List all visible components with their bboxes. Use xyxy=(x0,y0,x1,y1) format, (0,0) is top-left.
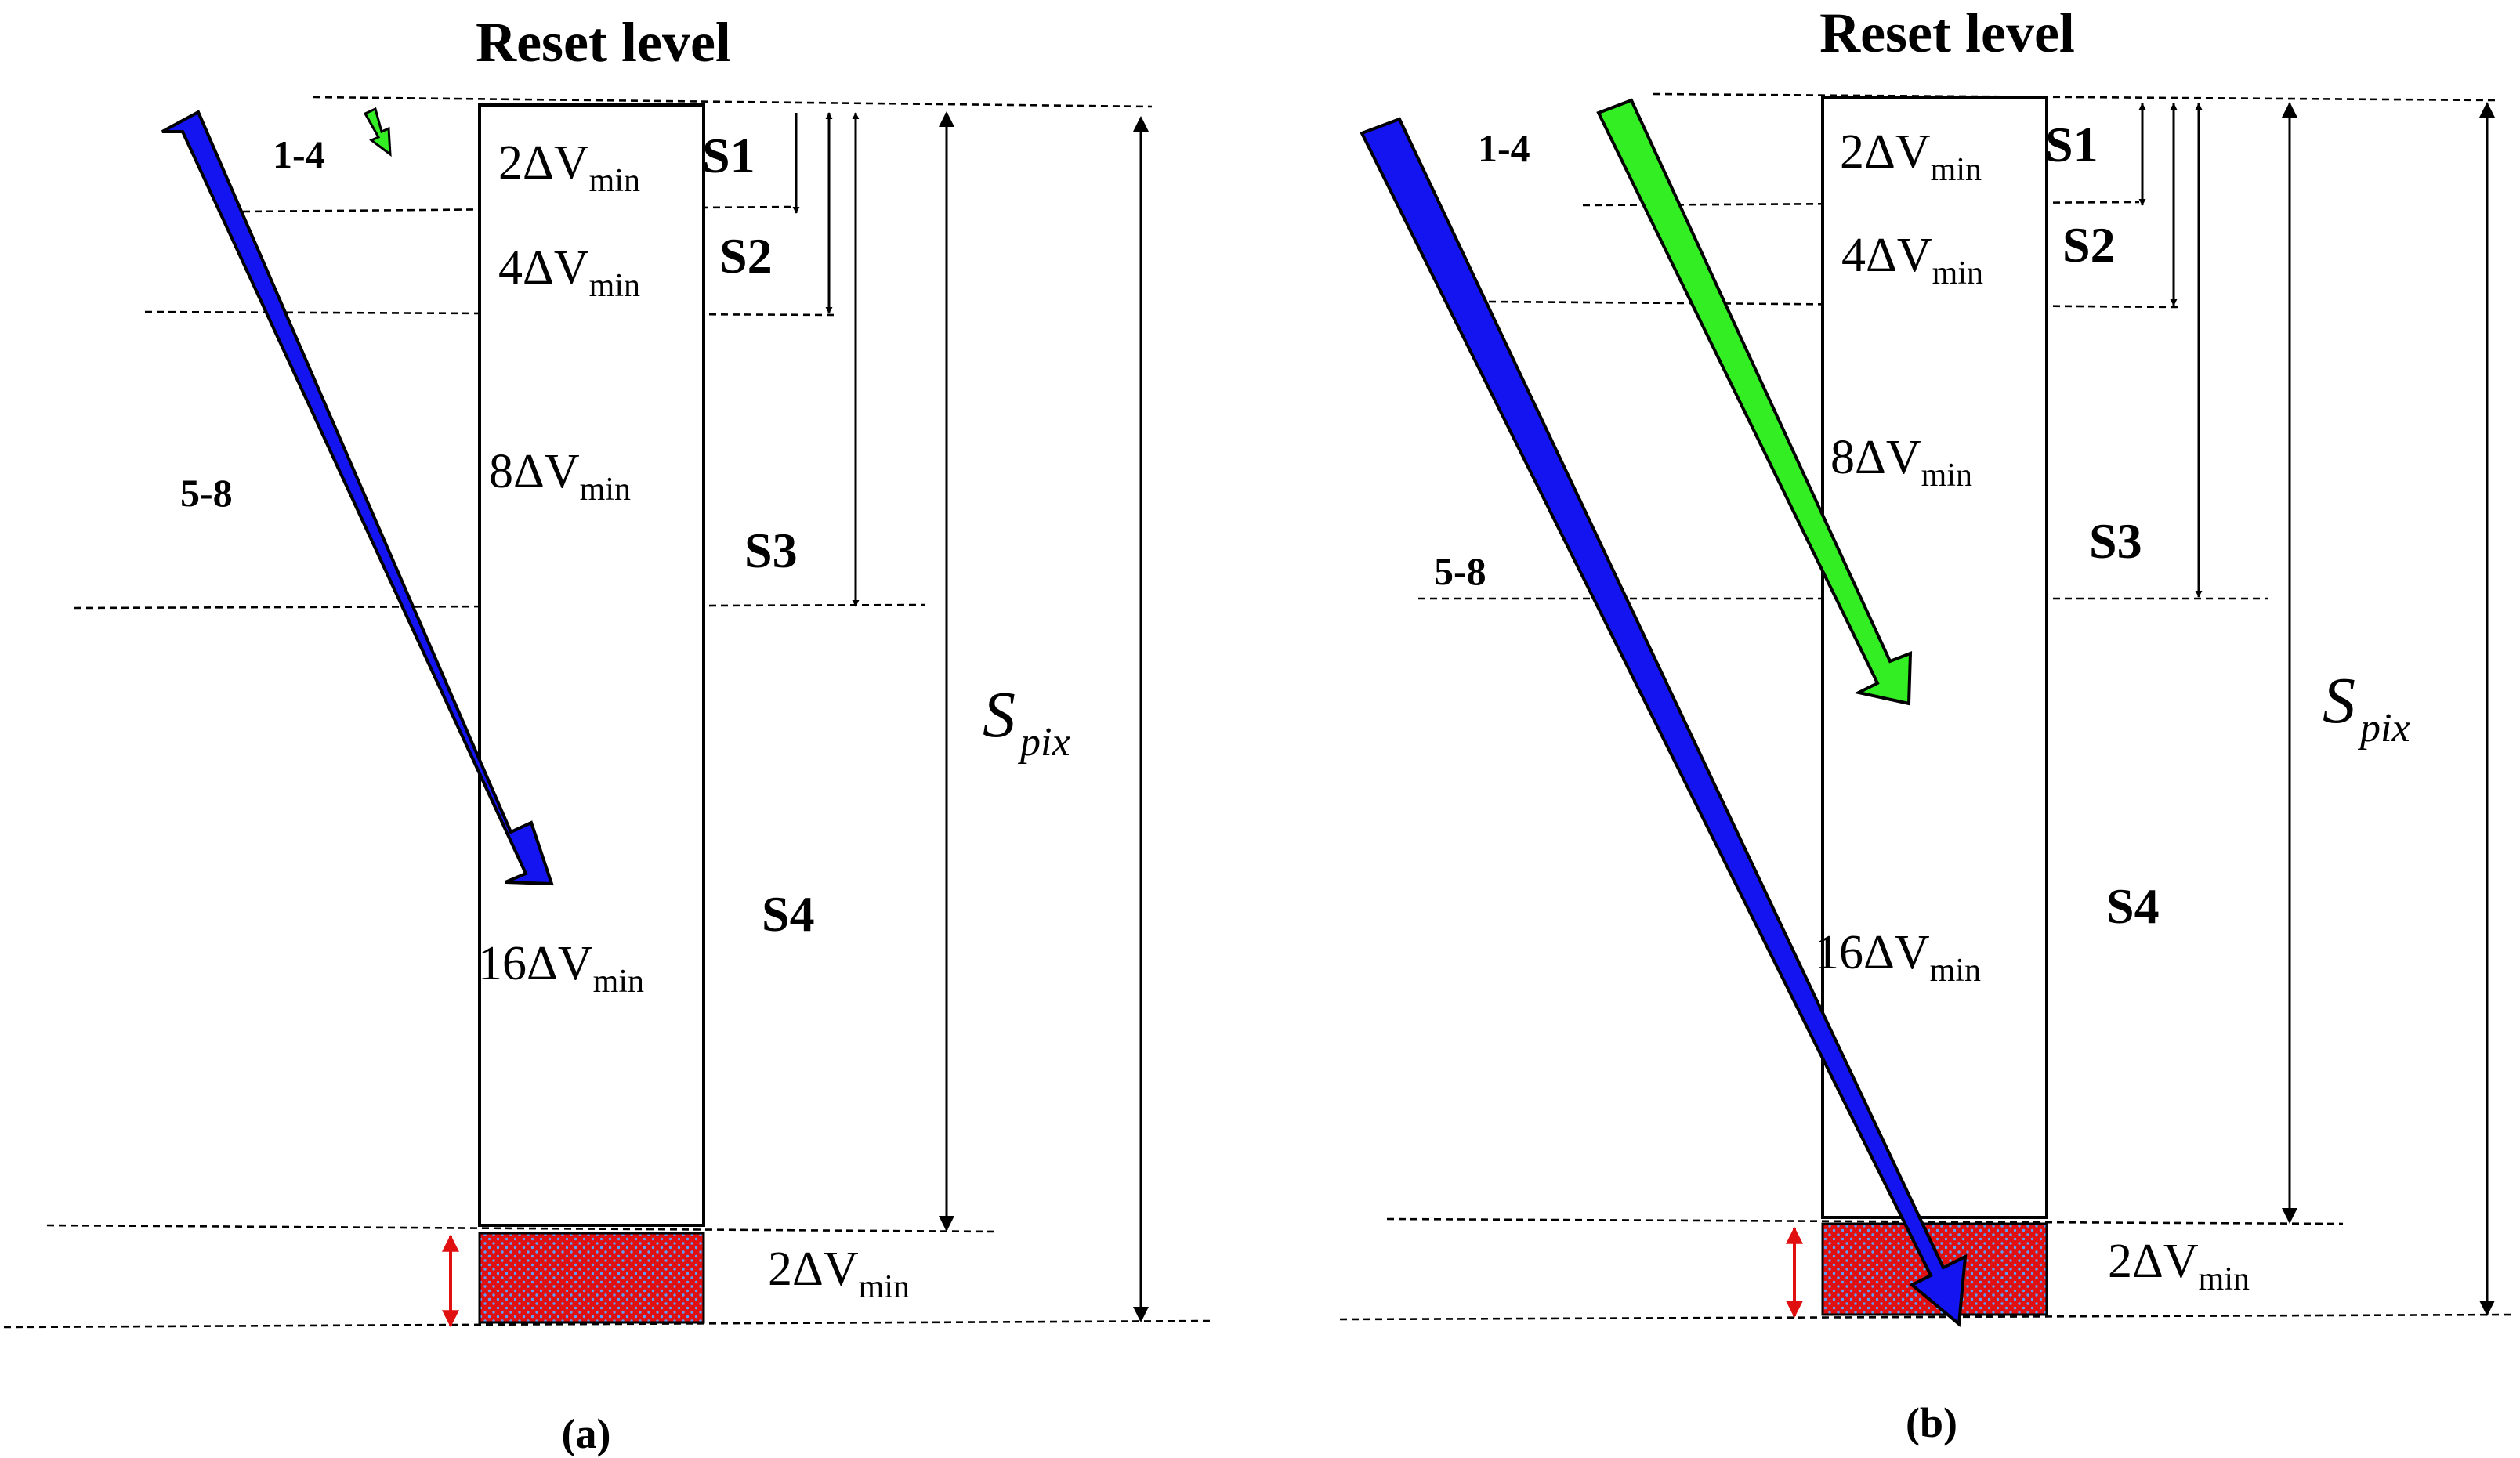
cell-label-2dv: 2ΔVmin xyxy=(498,136,640,199)
svg-text:2ΔVmin: 2ΔVmin xyxy=(768,1243,910,1305)
cell-label-16dv: 16ΔVmin xyxy=(1815,926,1981,989)
svg-text:2ΔVmin: 2ΔVmin xyxy=(2108,1235,2250,1297)
segment-label-s1: S1 xyxy=(702,128,755,183)
segment-label-s4: S4 xyxy=(2106,878,2160,934)
cell-label-16dv: 16ΔVmin xyxy=(478,937,644,1000)
arrow-group-1-4 xyxy=(1596,98,1913,706)
panel-b: Reset level 2ΔVmin 4ΔVmin 8ΔVmin 16ΔVmin… xyxy=(1339,2,2516,1446)
arrow-group-5-8 xyxy=(161,110,554,886)
level-line-s4 xyxy=(46,1224,1000,1233)
cell-label-4dv: 4ΔVmin xyxy=(498,241,640,304)
reset-level-label: Reset level xyxy=(476,11,731,74)
svg-text:4ΔVmin: 4ΔVmin xyxy=(498,241,640,304)
panel-caption-b: (b) xyxy=(1906,1399,1957,1446)
level-line-floor xyxy=(3,1319,1211,1329)
arrow-group-5-8 xyxy=(1360,117,1968,1327)
group-label-1-4: 1-4 xyxy=(273,132,325,176)
group-label-5-8: 5-8 xyxy=(1434,549,1486,593)
pixel-well-box xyxy=(1821,96,2048,1219)
cell-label-2dv: 2ΔVmin xyxy=(1840,125,1982,188)
residual-region xyxy=(478,1232,705,1324)
segment-label-s4: S4 xyxy=(762,886,815,942)
panel-caption-a: (a) xyxy=(562,1410,611,1457)
svg-text:8ΔVmin: 8ΔVmin xyxy=(489,445,631,508)
svg-text:2ΔVmin: 2ΔVmin xyxy=(1840,125,1982,188)
cell-label-4dv: 4ΔVmin xyxy=(1841,229,1983,291)
cell-label-8dv: 8ΔVmin xyxy=(1830,431,1972,494)
svg-text:2ΔVmin: 2ΔVmin xyxy=(498,136,640,199)
residual-label: 2ΔVmin xyxy=(768,1243,910,1305)
segment-label-s3: S3 xyxy=(744,523,798,578)
level-line-reset xyxy=(1653,92,2496,102)
svg-text:8ΔVmin: 8ΔVmin xyxy=(1830,431,1972,494)
group-label-1-4: 1-4 xyxy=(1478,126,1530,170)
segment-label-s2: S2 xyxy=(719,228,773,284)
svg-text:16ΔVmin: 16ΔVmin xyxy=(1815,926,1981,989)
panel-a: Reset level 2ΔVmin 4ΔVmin 8ΔVmin 16ΔVmin… xyxy=(3,11,1211,1457)
svg-text:4ΔVmin: 4ΔVmin xyxy=(1841,229,1983,291)
level-line-floor xyxy=(1339,1313,2516,1321)
arrow-group-1-4 xyxy=(363,107,392,157)
segment-label-s3: S3 xyxy=(2089,513,2142,569)
segment-label-s1: S1 xyxy=(2045,117,2098,172)
svg-text:16ΔVmin: 16ΔVmin xyxy=(478,937,644,1000)
cell-label-8dv: 8ΔVmin xyxy=(489,445,631,508)
level-line-s4 xyxy=(1386,1217,2344,1225)
level-line-reset xyxy=(313,96,1153,108)
segment-label-s2: S2 xyxy=(2062,217,2116,273)
reset-level-label: Reset level xyxy=(1819,2,2075,64)
pixel-well-box xyxy=(478,103,705,1227)
residual-label: 2ΔVmin xyxy=(2108,1235,2250,1297)
group-label-5-8: 5-8 xyxy=(180,471,233,515)
